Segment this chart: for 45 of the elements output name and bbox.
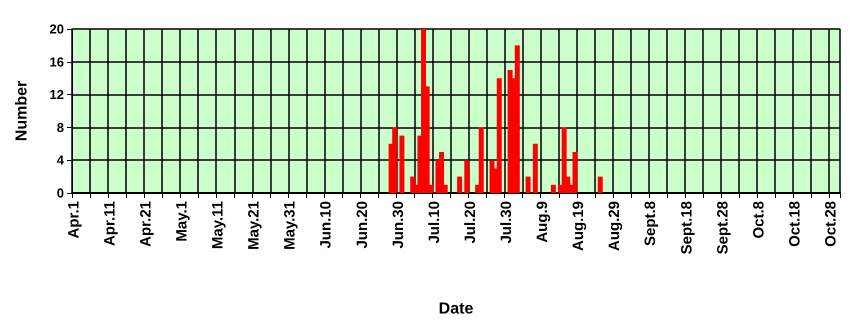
bar	[572, 152, 578, 193]
bar	[439, 152, 444, 193]
x-tick-label: May.1	[173, 201, 190, 242]
x-tick-label: Sept.8	[642, 201, 660, 246]
bar	[550, 184, 556, 193]
bar	[526, 176, 531, 193]
x-axis-title: Date	[438, 300, 474, 318]
bar	[392, 127, 398, 193]
x-tick-label: Jun.10	[318, 201, 335, 249]
y-axis-title: Number	[14, 80, 30, 142]
bar	[457, 176, 462, 193]
x-tick-label: Aug.19	[570, 201, 588, 252]
x-tick-label: Oct.28	[822, 201, 840, 247]
x-tick-label: Oct.8	[750, 201, 768, 239]
bar	[410, 176, 416, 193]
x-tick-label: Sept.18	[678, 201, 696, 254]
y-tick-label: 12	[50, 87, 64, 102]
y-tick-label: 8	[56, 120, 64, 135]
bar	[399, 136, 404, 193]
y-tick-label: 0	[56, 186, 64, 200]
x-tick-label: Aug.29	[606, 201, 624, 252]
bar	[562, 127, 567, 193]
bar	[496, 78, 502, 193]
y-tick-label: 20	[50, 22, 64, 36]
bar	[532, 144, 538, 193]
bar	[598, 176, 603, 193]
x-tick-label: Apr.1	[65, 201, 82, 239]
x-tick-label: Jun.30	[390, 201, 407, 249]
x-tick-label: Jun.20	[354, 201, 371, 249]
x-tick-label: Oct.18	[786, 201, 804, 247]
x-tick-label: Aug.9	[534, 201, 552, 243]
y-tick-label: 16	[50, 54, 64, 70]
x-tick-label: Jul.30	[498, 201, 515, 244]
bar	[478, 127, 484, 193]
x-tick-label: May.31	[282, 201, 299, 250]
bar	[514, 45, 520, 193]
x-tick-label: Jul.20	[462, 201, 479, 244]
x-tick-label: Jul.10	[426, 201, 443, 244]
x-tick-label: Apr.11	[101, 201, 118, 246]
y-tick-label: 4	[56, 152, 65, 168]
x-tick-label: Sept.28	[714, 201, 732, 254]
x-tick-label: May.21	[246, 201, 263, 250]
bar	[464, 160, 470, 193]
x-tick-label: Apr.21	[137, 201, 154, 247]
x-tick-label: May.11	[210, 201, 227, 250]
